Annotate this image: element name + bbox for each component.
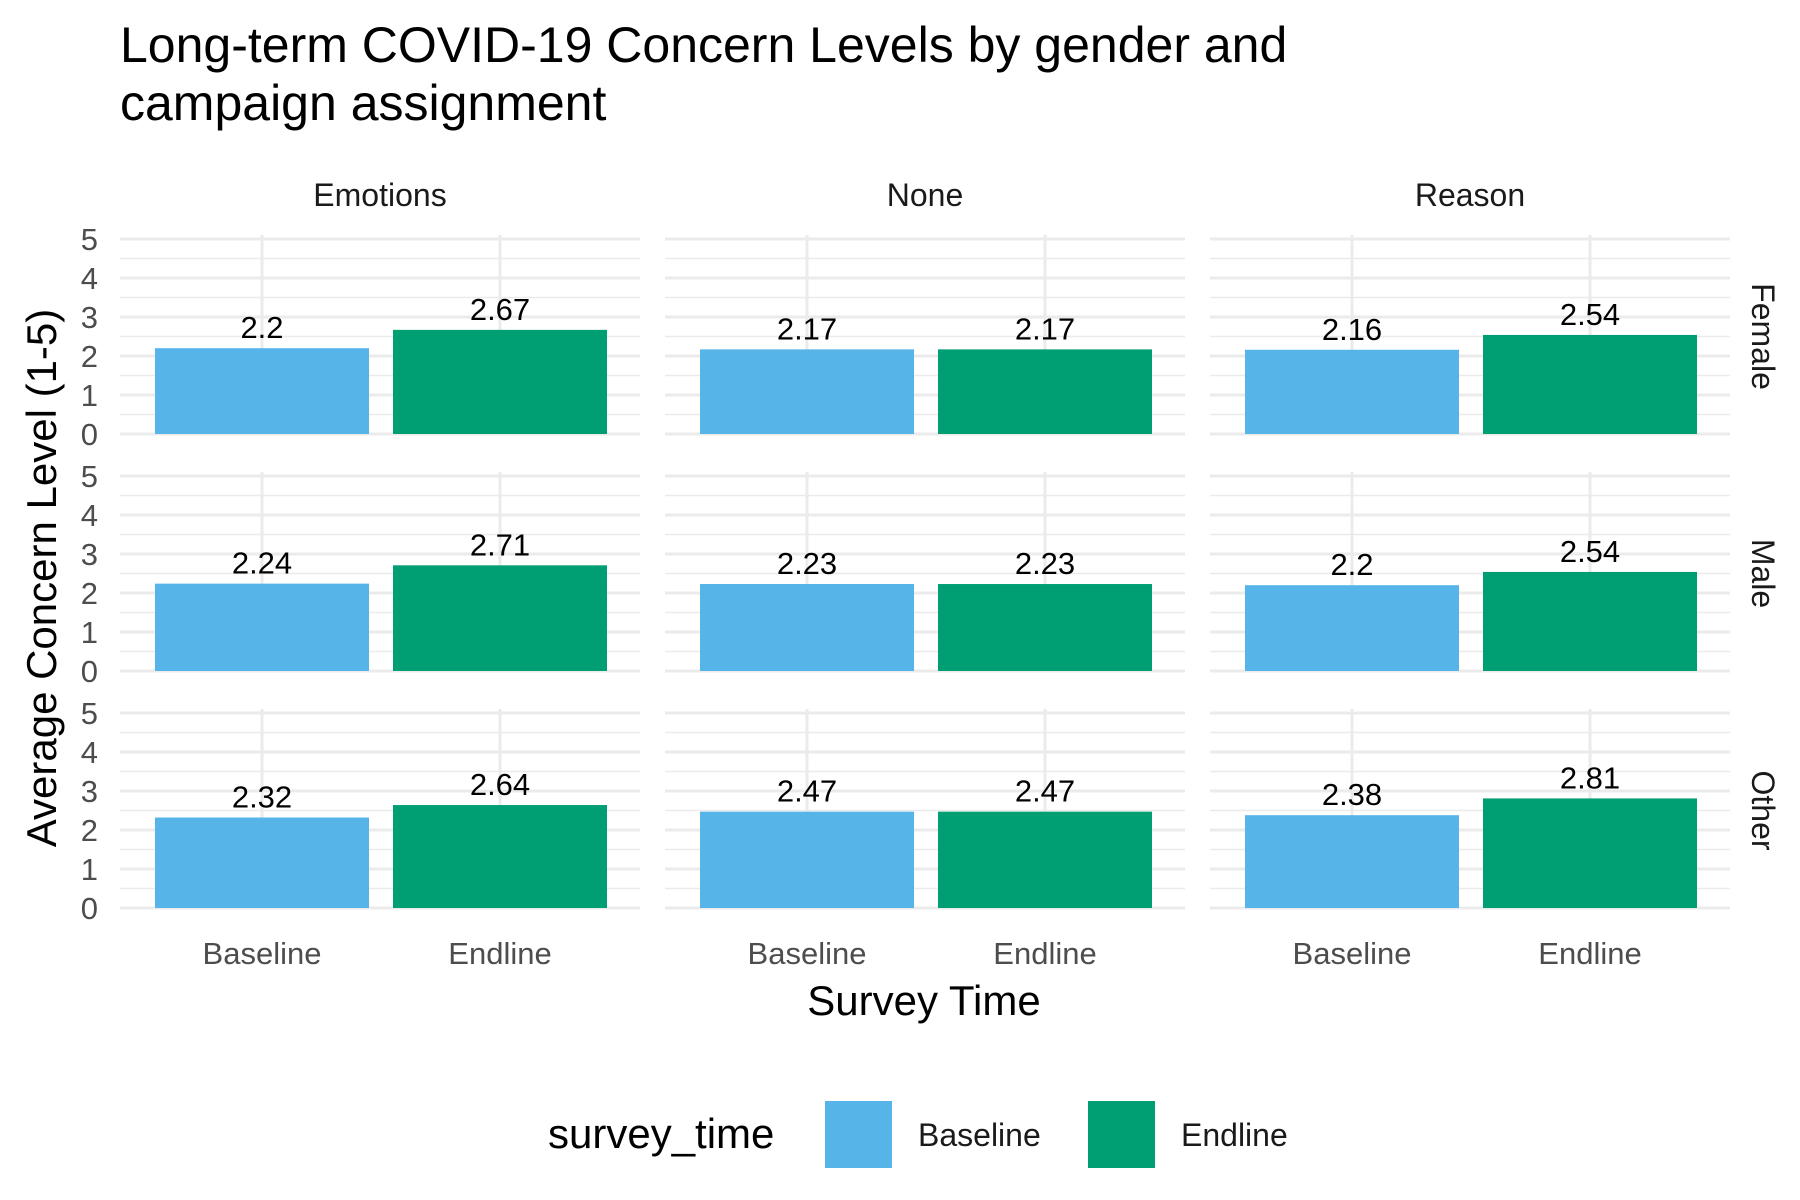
y-tick-label: 3	[81, 774, 98, 809]
legend-key	[1088, 1101, 1155, 1168]
bar	[155, 817, 369, 908]
bar	[393, 565, 607, 671]
chart-title-line-2: campaign assignment	[120, 75, 606, 131]
bar-value-label: 2.71	[470, 527, 530, 562]
y-tick-label: 4	[81, 735, 98, 770]
x-axis-title: Survey Time	[807, 977, 1040, 1024]
bar	[393, 329, 607, 434]
chart-title-line-1: Long-term COVID-19 Concern Levels by gen…	[120, 17, 1287, 73]
bar-value-label: 2.54	[1560, 534, 1620, 569]
y-tick-label: 0	[81, 654, 98, 689]
bar	[155, 348, 369, 434]
y-tick-label: 2	[81, 339, 98, 374]
bar	[938, 811, 1152, 908]
bar	[393, 805, 607, 908]
bar-value-label: 2.17	[777, 311, 837, 346]
y-axis-title: Average Concern Level (1-5)	[18, 309, 65, 848]
bar	[1483, 334, 1697, 434]
bar-value-label: 2.17	[1015, 311, 1075, 346]
bar-value-label: 2.64	[470, 767, 530, 802]
bar-value-label: 2.23	[777, 546, 837, 581]
y-tick-label: 1	[81, 852, 98, 887]
column-strip-label: Emotions	[313, 177, 446, 213]
bar	[1483, 798, 1697, 908]
y-tick-label: 5	[81, 459, 98, 494]
y-tick-label: 0	[81, 417, 98, 452]
x-tick-label: Baseline	[748, 936, 867, 971]
bar	[1245, 349, 1459, 434]
bar-value-label: 2.81	[1560, 760, 1620, 795]
x-tick-label: Endline	[1538, 936, 1641, 971]
bar-value-label: 2.47	[1015, 774, 1075, 809]
bar	[1245, 815, 1459, 908]
x-tick-label: Baseline	[1293, 936, 1412, 971]
x-tick-label: Baseline	[203, 936, 322, 971]
bar-value-label: 2.54	[1560, 297, 1620, 332]
bar-value-label: 2.2	[1330, 547, 1373, 582]
row-strip-label: Other	[1745, 770, 1781, 850]
bar-value-label: 2.38	[1322, 777, 1382, 812]
y-tick-label: 5	[81, 222, 98, 257]
column-strip-label: Reason	[1415, 177, 1525, 213]
bar-value-label: 2.23	[1015, 546, 1075, 581]
y-tick-label: 1	[81, 615, 98, 650]
bar	[938, 349, 1152, 434]
legend-label: Endline	[1181, 1117, 1288, 1153]
row-strip-label: Male	[1745, 539, 1781, 608]
row-strip-label: Female	[1745, 283, 1781, 390]
y-tick-label: 0	[81, 891, 98, 926]
bar	[1245, 585, 1459, 671]
bar	[700, 349, 914, 434]
bar-value-label: 2.2	[240, 310, 283, 345]
plot-area: 0 1 2 3 4 5 Female Emotions 2.2 2.67 None 2.17 2.17 R…	[81, 177, 1781, 971]
legend: survey_time Baseline Endline	[548, 1101, 1288, 1168]
y-tick-label: 1	[81, 378, 98, 413]
bar-value-label: 2.67	[470, 292, 530, 327]
y-tick-label: 3	[81, 300, 98, 335]
column-strip-label: None	[887, 177, 964, 213]
x-tick-label: Endline	[993, 936, 1096, 971]
legend-key	[825, 1101, 892, 1168]
legend-title: survey_time	[548, 1110, 774, 1157]
bar-value-label: 2.16	[1322, 312, 1382, 347]
bar	[700, 584, 914, 671]
bar-value-label: 2.32	[232, 780, 292, 815]
y-tick-label: 5	[81, 696, 98, 731]
bar	[155, 583, 369, 671]
bar	[938, 584, 1152, 671]
y-tick-label: 4	[81, 498, 98, 533]
x-tick-label: Endline	[448, 936, 551, 971]
y-tick-label: 3	[81, 537, 98, 572]
bar	[1483, 571, 1697, 671]
legend-label: Baseline	[918, 1117, 1041, 1153]
y-tick-label: 2	[81, 576, 98, 611]
y-tick-label: 2	[81, 813, 98, 848]
y-tick-label: 4	[81, 261, 98, 296]
bar-value-label: 2.47	[777, 774, 837, 809]
bar	[700, 811, 914, 908]
bar-value-label: 2.24	[232, 546, 292, 581]
